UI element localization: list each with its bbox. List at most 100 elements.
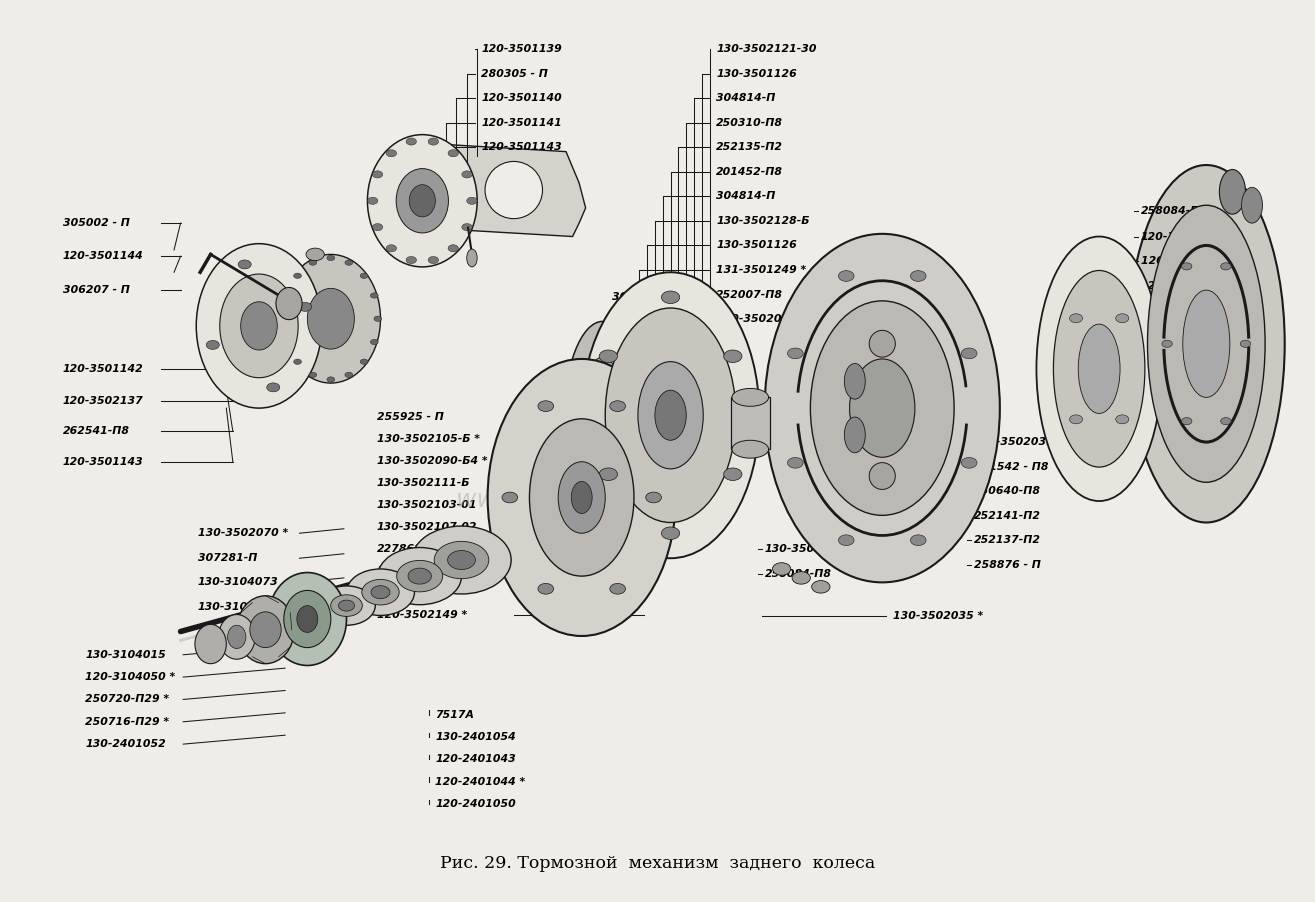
Text: 252138-П2: 252138-П2 — [1141, 306, 1208, 316]
Text: 130-3502070 *: 130-3502070 * — [197, 529, 288, 538]
Polygon shape — [406, 143, 585, 236]
Circle shape — [961, 348, 977, 359]
Circle shape — [448, 244, 459, 252]
Text: 252135-П2: 252135-П2 — [1141, 354, 1208, 364]
Circle shape — [406, 138, 417, 145]
Ellipse shape — [563, 321, 642, 527]
Circle shape — [1220, 418, 1231, 425]
Bar — [731, 398, 769, 449]
Circle shape — [600, 468, 618, 481]
Text: 258084-П8: 258084-П8 — [1141, 207, 1208, 216]
Text: 120-3501143: 120-3501143 — [63, 456, 143, 466]
Circle shape — [345, 373, 352, 378]
Text: 130-3501126: 130-3501126 — [717, 241, 797, 251]
Circle shape — [360, 359, 368, 364]
Text: 130-3104073: 130-3104073 — [197, 577, 279, 587]
Text: 130-3502103-01: 130-3502103-01 — [376, 500, 477, 510]
Circle shape — [772, 563, 790, 575]
Ellipse shape — [412, 526, 512, 594]
Circle shape — [448, 150, 459, 157]
Text: 130-3104015: 130-3104015 — [85, 649, 166, 659]
Ellipse shape — [571, 482, 592, 513]
Circle shape — [839, 271, 853, 281]
Ellipse shape — [241, 302, 277, 350]
Text: 7815 КА *: 7815 КА * — [197, 627, 259, 637]
Text: 120-3501144: 120-3501144 — [63, 251, 143, 262]
Text: 130-3502035 *: 130-3502035 * — [893, 612, 982, 621]
Text: 201452-П8: 201452-П8 — [717, 167, 784, 177]
Circle shape — [360, 273, 368, 279]
Ellipse shape — [371, 585, 391, 599]
Ellipse shape — [330, 594, 363, 616]
Ellipse shape — [268, 573, 347, 666]
Circle shape — [429, 256, 439, 263]
Text: 120-2401044 *: 120-2401044 * — [435, 777, 526, 787]
Ellipse shape — [485, 161, 543, 218]
Ellipse shape — [655, 391, 686, 440]
Circle shape — [1220, 262, 1231, 270]
Text: 120-2401043: 120-2401043 — [435, 754, 515, 764]
Text: 120-3501140: 120-3501140 — [481, 93, 562, 103]
Text: 201542 - П8: 201542 - П8 — [973, 462, 1048, 472]
Circle shape — [238, 260, 251, 269]
Circle shape — [406, 256, 417, 263]
Circle shape — [538, 584, 554, 594]
Text: 227868-П8: 227868-П8 — [376, 544, 443, 555]
Ellipse shape — [237, 596, 295, 664]
Ellipse shape — [467, 249, 477, 267]
Text: 120-3502137: 120-3502137 — [63, 396, 143, 406]
Circle shape — [293, 273, 301, 279]
Ellipse shape — [869, 330, 896, 357]
Text: 130-2401054: 130-2401054 — [435, 732, 515, 742]
Circle shape — [788, 457, 803, 468]
Circle shape — [538, 400, 554, 411]
Text: 130-3502121-30: 130-3502121-30 — [717, 44, 817, 54]
Circle shape — [345, 260, 352, 265]
Circle shape — [462, 170, 472, 178]
Ellipse shape — [281, 254, 380, 383]
Ellipse shape — [732, 440, 768, 458]
Text: 120-3501143: 120-3501143 — [481, 143, 562, 152]
Circle shape — [1069, 415, 1082, 424]
Text: 130-3502014-В: 130-3502014-В — [717, 314, 810, 324]
Ellipse shape — [367, 134, 477, 267]
Text: 262541-П8: 262541-П8 — [63, 427, 130, 437]
Ellipse shape — [396, 169, 448, 233]
Text: 130-3104091-01: 130-3104091-01 — [197, 603, 299, 612]
Ellipse shape — [810, 301, 955, 515]
Ellipse shape — [227, 625, 246, 649]
Text: 130-3502148: 130-3502148 — [376, 566, 458, 575]
Text: 307281-П: 307281-П — [197, 553, 256, 563]
Text: Рис. 29. Тормозной  механизм  заднего  колеса: Рис. 29. Тормозной механизм заднего коле… — [441, 855, 874, 872]
Ellipse shape — [1128, 165, 1285, 522]
Text: 250563-П8: 250563-П8 — [376, 588, 443, 598]
Text: 252007-П8: 252007-П8 — [717, 290, 784, 299]
Text: 280305 - П: 280305 - П — [481, 69, 548, 78]
Circle shape — [961, 457, 977, 468]
Ellipse shape — [849, 359, 915, 457]
Text: 120-2401050: 120-2401050 — [435, 799, 515, 809]
Ellipse shape — [1148, 206, 1265, 483]
Text: 120-3501142: 120-3501142 — [63, 364, 143, 373]
Circle shape — [1162, 340, 1173, 347]
Circle shape — [1115, 314, 1128, 323]
Circle shape — [910, 535, 926, 546]
Text: www.  .  ers-auto.ru: www. . ers-auto.ru — [456, 488, 702, 512]
Ellipse shape — [605, 308, 736, 522]
Circle shape — [371, 293, 379, 299]
Circle shape — [792, 572, 810, 584]
Text: 258084-П8: 258084-П8 — [764, 569, 831, 579]
Text: 130-2401052: 130-2401052 — [85, 739, 166, 750]
Ellipse shape — [250, 612, 281, 648]
Text: 250716-П29 *: 250716-П29 * — [85, 717, 170, 727]
Text: 304814-П: 304814-П — [717, 191, 776, 201]
Circle shape — [387, 244, 397, 252]
Circle shape — [502, 492, 518, 502]
Ellipse shape — [308, 289, 354, 349]
Text: 130-3502090-Б4 *: 130-3502090-Б4 * — [376, 456, 487, 465]
Circle shape — [661, 527, 680, 539]
Circle shape — [467, 198, 477, 205]
Circle shape — [372, 224, 383, 231]
Ellipse shape — [409, 185, 435, 216]
Circle shape — [284, 339, 292, 345]
